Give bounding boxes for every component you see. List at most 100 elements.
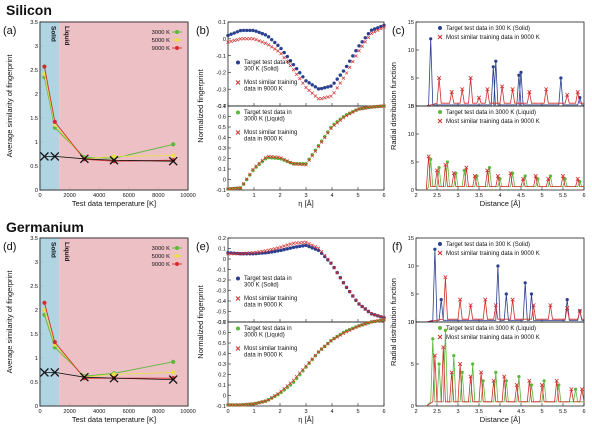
legend-marker-target [438,242,442,246]
chart-b-1-ytick-label: 0.6 [218,115,226,121]
chart-f-1-xtick-label: 4 [498,409,501,415]
series-point-target [285,54,289,59]
chart-e-1-ytick-label: 0.4 [218,352,226,358]
chart-f-0-ytick-label: 5 [411,292,414,298]
series-point-training [273,393,277,398]
rdf-point-target [431,337,435,341]
series-point-target [354,48,358,53]
series-point-training [232,38,236,43]
series-point-target [279,46,283,51]
series-point-training [288,63,293,68]
series-point-training [263,249,268,253]
legend-marker-training [437,250,443,256]
chart-e-1-xtick-label: 1 [252,409,255,415]
series-point-training [298,371,302,375]
rdf-point-target [481,379,485,383]
series-point-target [273,394,277,399]
series-point-target [338,117,343,121]
legend-label: Target test data in 300 K (Solid) [446,242,530,248]
series-point-training [341,331,346,336]
legend-marker-training [235,346,241,351]
rdf-point-target [443,328,447,332]
minimum-cross [50,151,60,161]
rdf-point-target [557,383,561,387]
chart-b-1-xtick-label: 3 [304,193,307,199]
series-point-training [251,37,255,41]
series-point-target [291,245,296,250]
series-point-training [363,322,368,326]
rdf-point-target [574,387,578,391]
rdf-point-training [476,95,482,100]
series-point-training [304,240,308,244]
series-point-5000K [111,372,117,377]
region-label-liquid: Liquid [63,242,70,262]
series-point-training [276,49,280,53]
rdf-point-training [575,176,580,181]
rdf-line-0 [426,38,584,107]
chart-a-xtick-label: 8000 [152,193,164,199]
series-point-target [298,244,302,249]
row-title-germanium: Germanium [6,219,84,235]
chart-a: 0 0.5 1 1.5 2 2.5 3 3.5 0 2000 4000 6000 8000 10000 So… [5,20,196,208]
rdf-point-training [468,75,473,81]
series-point-training [363,40,368,44]
x-axis-label: Distance [Å] [480,415,520,424]
series-point-target [276,43,280,48]
series-point-training [260,158,265,163]
chart-b-1-ytick-label: 0.1 [218,167,226,173]
rdf-point-target [498,177,502,181]
minimum-cross [109,155,119,165]
legend-label: Target test data in 3000 K (Liquid) [446,326,536,332]
series-point-target [282,247,286,252]
series-point-target [254,165,258,169]
rdf-point-target [523,174,527,178]
series-point-training [229,39,233,44]
chart-c: 0 5 10 15 Target test data in 300 K (Solid) M… [389,20,586,208]
series-point-target [329,84,333,88]
series-point-target [338,73,343,77]
series-point-training [229,186,233,191]
series-point-target [248,28,252,33]
y-axis-label: Average similarity of fingerprint [5,54,14,158]
series-point-training [319,249,324,254]
rdf-point-training [491,378,496,383]
chart-a-ytick-label: 2 [35,92,38,98]
series-point-training [316,350,321,354]
series-point-training [244,177,249,181]
series-point-training [338,275,343,280]
legend-marker-training [437,334,443,340]
rdf-point-target [429,157,433,161]
chart-a-xtick-label: 4000 [93,193,105,199]
series-point-3000K [171,359,176,364]
region-label-solid: Solid [50,26,57,42]
series-point-training [304,85,308,90]
chart-a-xtick-label: 6000 [123,193,135,199]
series-point-target [304,162,308,166]
series-point-training [338,81,343,85]
legend-label: Target test data in 3000 K (Liquid) [446,110,536,116]
series-point-target [307,361,311,366]
legend-label-line: 3000 K (Liquid) [244,117,285,123]
rdf-point-training [479,370,484,375]
chart-b-1-ytick-label: 0.5 [218,125,226,131]
series-point-training [294,374,299,379]
series-point-target [341,69,346,73]
series-point-target [266,250,271,255]
legend-label: 9000 K [152,262,171,268]
series-point-training [360,44,364,49]
series-point-training [363,307,368,311]
rdf-point-target [536,177,540,181]
rdf-point-target [559,76,563,80]
series-point-training [372,313,377,317]
series-point-target [273,156,277,160]
legend-label: Most similar training data in 9000 K [446,119,540,125]
chart-a-frame-top [39,21,189,191]
y-axis-label: Normalized fingerprint [196,284,205,358]
panel-letter-a: (a) [3,25,16,37]
chart-d-xtick-label: 10000 [180,409,196,415]
series-point-training [319,347,324,351]
rdf-point-training [579,387,584,392]
series-point-training [291,68,296,72]
legend-label: Most similar training data in 9000 K [244,130,297,143]
series-point-training [291,162,296,166]
